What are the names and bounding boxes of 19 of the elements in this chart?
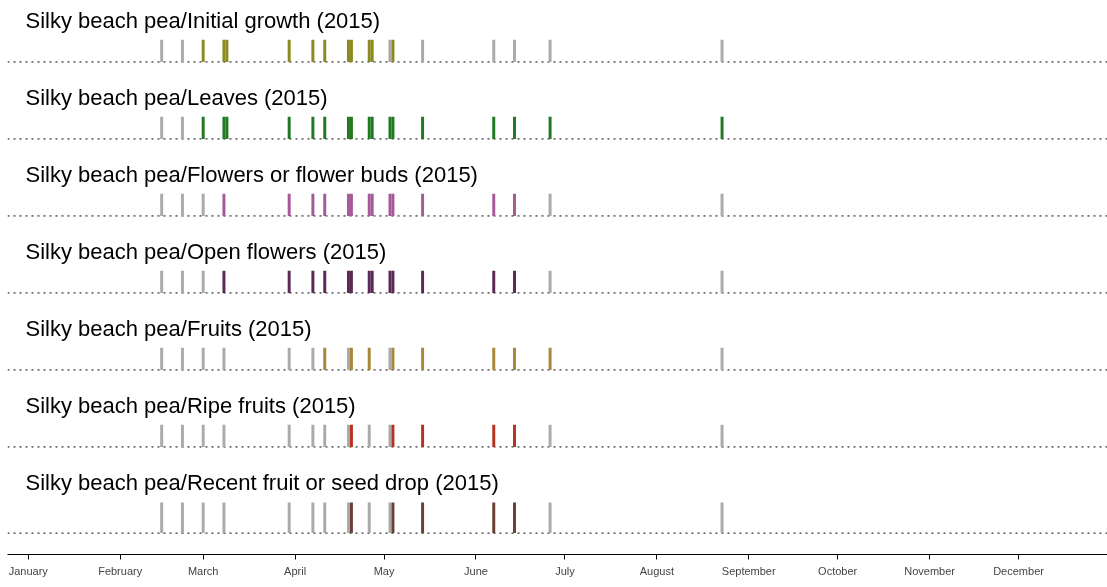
x-tick-label: December (993, 564, 1045, 577)
chart-title: Silky beach pea/Flowers or flower buds (2015) (25, 161, 478, 187)
chart-title: Silky beach pea/Ripe fruits (2015) (25, 392, 356, 418)
x-tick-label: July (555, 564, 576, 577)
chart-title: Silky beach pea/Recent fruit or seed drop (2015) (25, 469, 499, 495)
x-tick-label: March (187, 564, 219, 577)
x-tick-label: February (98, 564, 143, 577)
x-tick-label: January (8, 564, 49, 577)
x-tick-label: October (818, 564, 858, 577)
x-tick-label: September (721, 564, 776, 577)
x-tick-label: August (639, 564, 674, 577)
x-tick-label: November (904, 564, 956, 577)
chart-title: Silky beach pea/Leaves (2015) (25, 84, 328, 110)
x-tick-label: May (373, 564, 395, 577)
x-tick-label: June (464, 564, 488, 577)
chart-title: Silky beach pea/Open flowers (2015) (25, 238, 387, 264)
chart-title: Silky beach pea/Fruits (2015) (25, 315, 312, 341)
x-tick-label: April (284, 564, 307, 577)
chart-title: Silky beach pea/Initial growth (2015) (25, 7, 381, 33)
